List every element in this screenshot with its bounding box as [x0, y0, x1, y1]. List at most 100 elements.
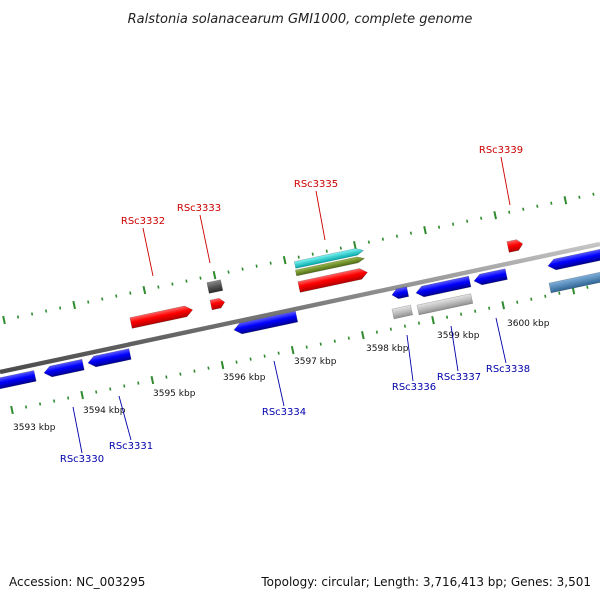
- minor-tick: [488, 306, 491, 310]
- gene-feature-rsc3335[interactable]: [297, 267, 369, 293]
- gene-feature-rsc3339[interactable]: [506, 238, 524, 253]
- minor-tick: [263, 354, 266, 358]
- accession-text: Accession: NC_003295: [9, 575, 145, 589]
- minor-tick: [325, 249, 328, 253]
- reverse-label-leader: [406, 334, 414, 382]
- minor-tick: [516, 300, 519, 304]
- minor-tick: [445, 315, 449, 319]
- minor-tick: [480, 216, 483, 220]
- forward-label-leader: [142, 227, 154, 277]
- gene-feature-rsc3331[interactable]: [87, 348, 132, 369]
- scale-label: 3594 kbp: [83, 406, 126, 416]
- scale-label: 3598 kbp: [366, 344, 409, 354]
- minor-tick: [171, 282, 174, 286]
- scale-label: 3596 kbp: [223, 373, 266, 383]
- major-tick: [361, 331, 365, 340]
- reverse-gene-label[interactable]: RSc3337: [437, 372, 481, 383]
- reverse-gene-label[interactable]: RSc3334: [262, 407, 306, 418]
- major-tick: [501, 301, 506, 310]
- major-tick: [72, 300, 76, 310]
- forward-label-leader: [500, 156, 511, 206]
- genome-backbone: [0, 241, 600, 375]
- major-tick: [212, 270, 217, 280]
- minor-tick: [508, 210, 511, 214]
- minor-tick: [395, 234, 399, 238]
- major-tick: [2, 315, 6, 325]
- minor-tick: [311, 252, 314, 256]
- forward-label-leader: [199, 214, 211, 264]
- gene-feature-rsc3335-rna-cyan[interactable]: [293, 247, 365, 269]
- minor-tick: [193, 369, 196, 373]
- minor-tick: [536, 204, 539, 208]
- gene-feature-rsc3333[interactable]: [209, 297, 226, 311]
- minor-tick: [101, 297, 104, 301]
- minor-tick: [347, 336, 350, 340]
- minor-tick: [381, 237, 385, 241]
- gene-feature-rsc3338[interactable]: [473, 268, 508, 287]
- forward-gene-label[interactable]: RSc3339: [479, 145, 523, 156]
- gene-feature-rsc3330[interactable]: [43, 358, 85, 378]
- minor-tick: [30, 312, 34, 316]
- minor-tick: [157, 285, 160, 289]
- minor-tick: [558, 291, 561, 295]
- major-tick: [431, 316, 435, 325]
- minor-tick: [277, 351, 280, 355]
- forward-tick-row: [2, 192, 595, 325]
- minor-tick: [409, 231, 413, 235]
- major-tick: [290, 346, 295, 355]
- minor-tick: [375, 330, 378, 334]
- gene-feature-rsc3340[interactable]: [547, 247, 600, 271]
- minor-tick: [586, 285, 589, 289]
- minor-tick: [227, 270, 230, 274]
- gene-feature-rsc3335-rna-olive[interactable]: [295, 255, 366, 277]
- minor-tick: [530, 297, 533, 301]
- minor-tick: [269, 261, 272, 265]
- minor-tick: [417, 321, 421, 325]
- minor-tick: [165, 375, 168, 379]
- reverse-label-leader: [273, 360, 285, 407]
- minor-tick: [45, 309, 48, 313]
- gene-feature-rsc3334[interactable]: [233, 310, 299, 335]
- reverse-label-leader: [450, 325, 459, 372]
- minor-tick: [24, 405, 28, 409]
- minor-tick: [451, 222, 455, 226]
- major-tick: [142, 285, 147, 295]
- scale-label: 3593 kbp: [13, 423, 56, 433]
- gene-feature-rsc3336-pseudo[interactable]: [391, 304, 413, 320]
- minor-tick: [522, 207, 525, 211]
- minor-tick: [466, 219, 469, 223]
- gene-feature-rsc3332[interactable]: [129, 304, 194, 329]
- gene-feature-rsc3340-steel[interactable]: [548, 270, 600, 294]
- gene-feature-rsc3336[interactable]: [391, 286, 410, 300]
- reverse-gene-label[interactable]: RSc3336: [392, 382, 436, 393]
- gene-feature-rsc3329[interactable]: [0, 370, 37, 390]
- minor-tick: [544, 294, 547, 298]
- minor-tick: [403, 324, 407, 328]
- reverse-label-leader: [118, 395, 132, 441]
- minor-tick: [53, 399, 56, 403]
- minor-tick: [185, 279, 188, 283]
- minor-tick: [578, 195, 581, 199]
- gene-feature-rsc3333-grey[interactable]: [206, 279, 224, 294]
- reverse-label-leader: [72, 406, 83, 454]
- minor-tick: [367, 240, 370, 244]
- reverse-gene-label[interactable]: RSc3330: [60, 454, 104, 465]
- reverse-tick-row: [10, 285, 589, 415]
- minor-tick: [255, 264, 258, 268]
- minor-tick: [235, 360, 238, 364]
- scale-label: 3595 kbp: [153, 389, 196, 399]
- scale-label: 3599 kbp: [437, 331, 480, 341]
- reverse-gene-label[interactable]: RSc3338: [486, 364, 530, 375]
- minor-tick: [115, 294, 118, 298]
- major-tick: [423, 226, 427, 235]
- scale-label: 3597 kbp: [294, 357, 337, 367]
- forward-gene-label[interactable]: RSc3335: [294, 179, 338, 190]
- forward-gene-label[interactable]: RSc3333: [177, 203, 221, 214]
- forward-gene-label[interactable]: RSc3332: [121, 216, 165, 227]
- minor-tick: [87, 300, 90, 304]
- minor-tick: [199, 276, 202, 280]
- reverse-gene-label[interactable]: RSc3331: [109, 441, 153, 452]
- gene-feature-rsc3337[interactable]: [415, 275, 472, 298]
- major-tick: [353, 241, 357, 250]
- gene-feature-rsc3337-pseudo[interactable]: [416, 293, 474, 316]
